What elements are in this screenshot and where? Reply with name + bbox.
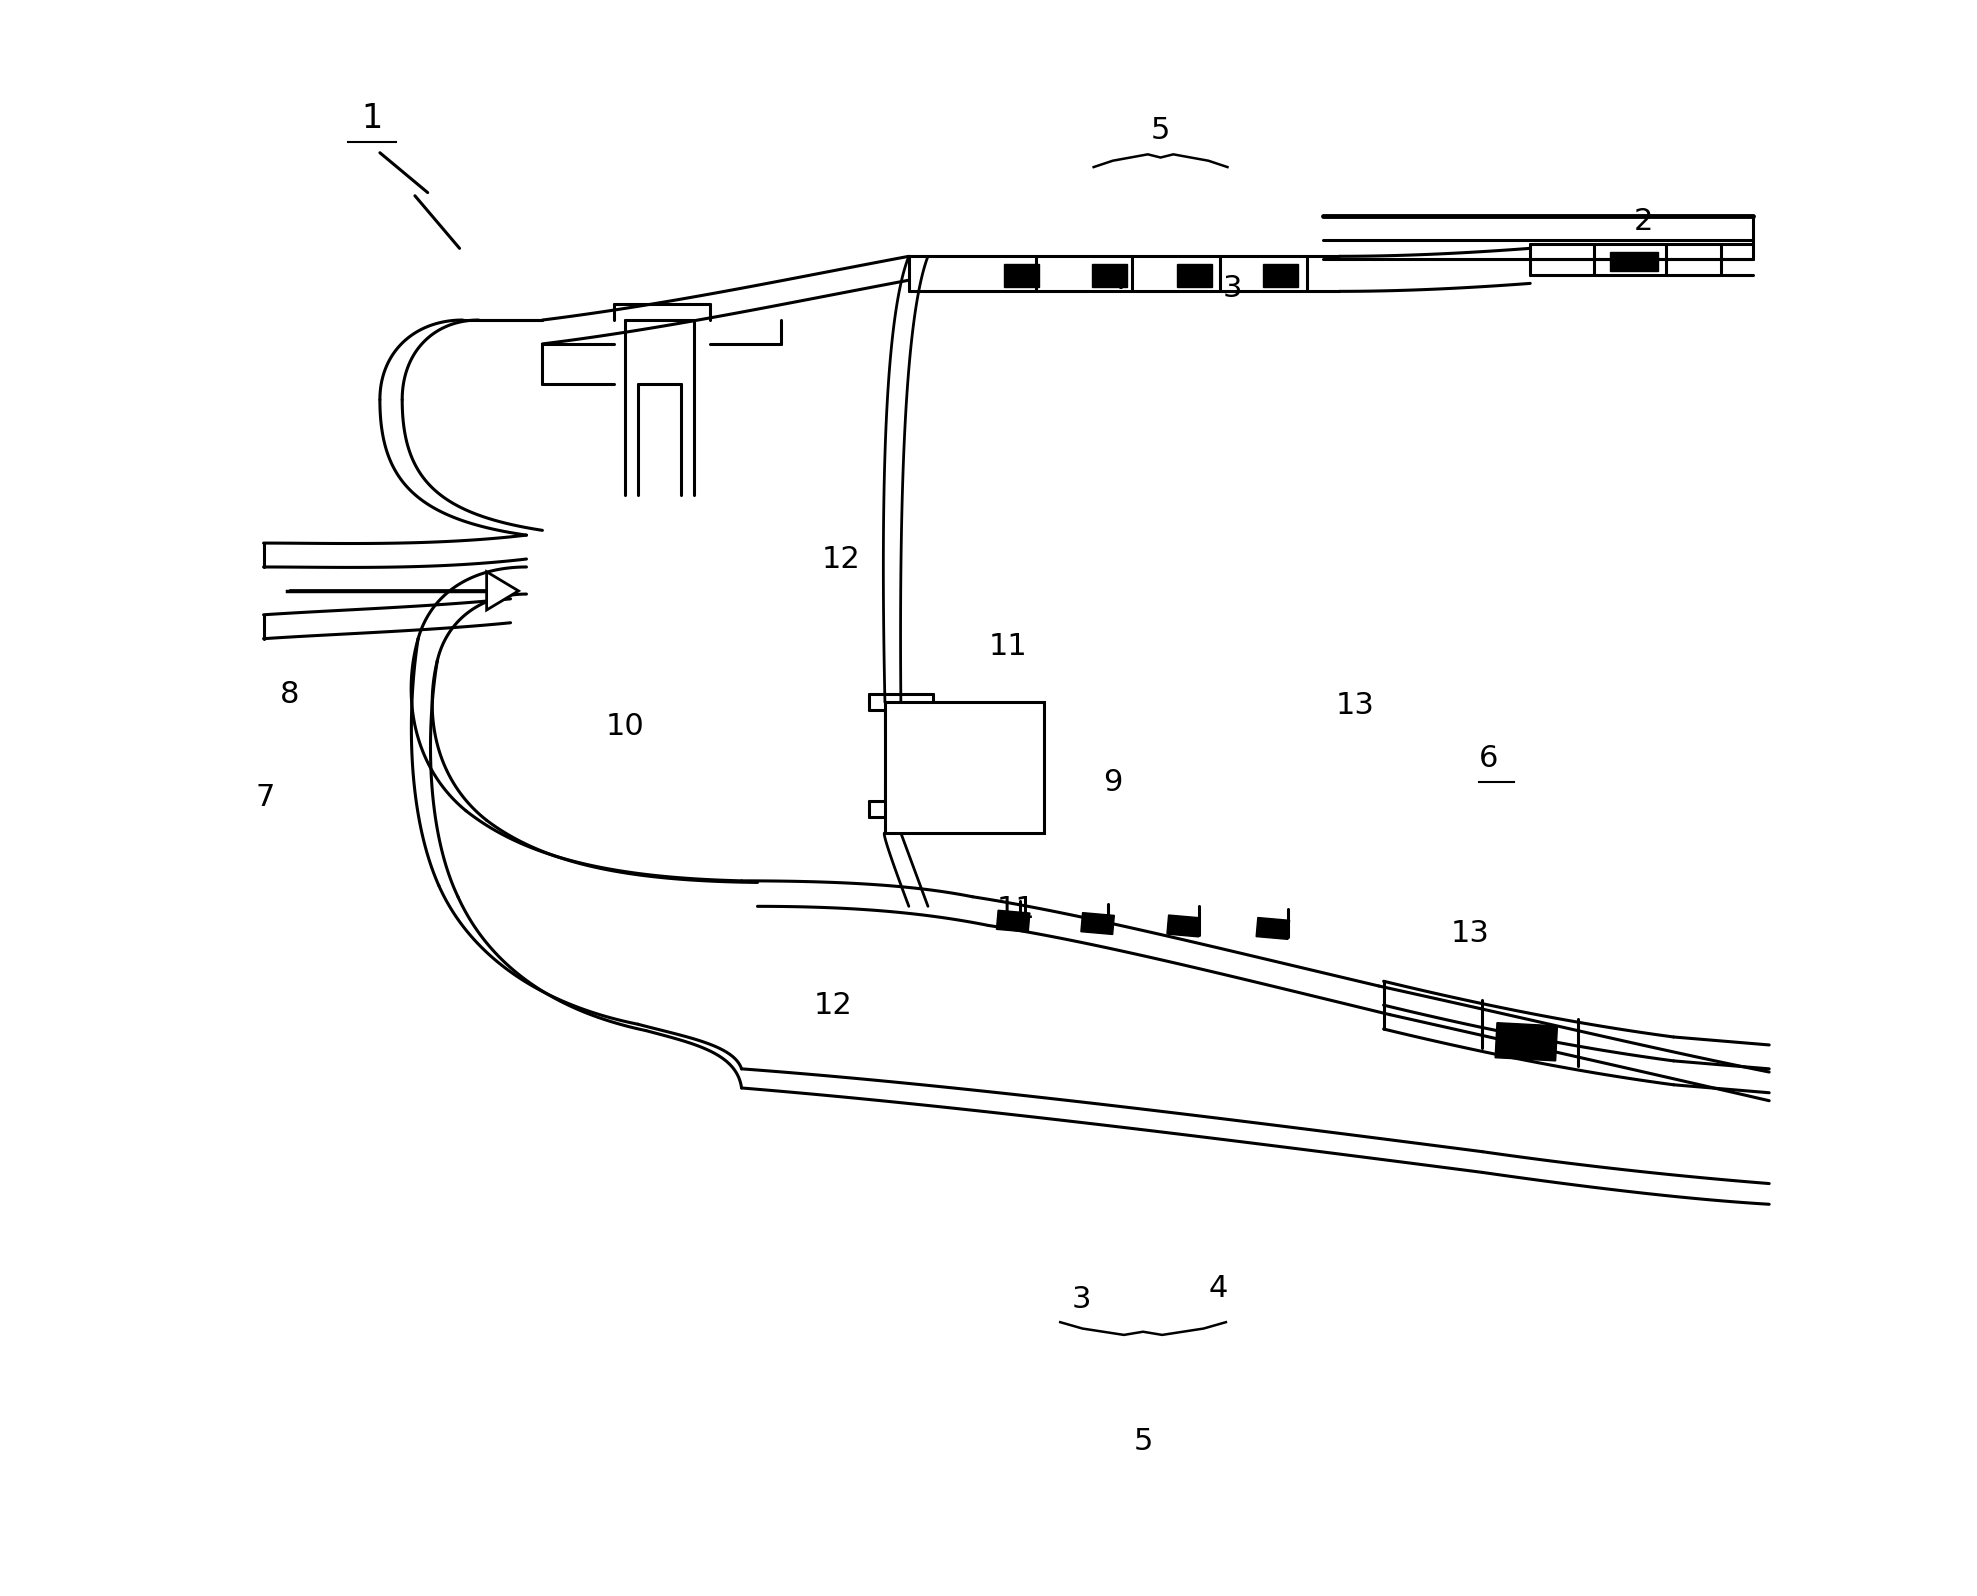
Text: 10: 10 [607, 712, 645, 741]
Polygon shape [486, 571, 518, 610]
Bar [1091, 265, 1127, 287]
Text: 12: 12 [820, 544, 860, 573]
Text: 8: 8 [279, 680, 299, 709]
Text: 11: 11 [988, 632, 1028, 661]
Text: 7: 7 [255, 784, 275, 812]
Bar [1081, 913, 1115, 934]
Text: 5: 5 [1133, 1427, 1153, 1456]
Bar [1609, 252, 1657, 271]
Bar [1176, 265, 1212, 287]
Bar [1263, 265, 1297, 287]
Text: 11: 11 [996, 895, 1036, 924]
Bar [1004, 265, 1040, 287]
Text: 3: 3 [1072, 1285, 1091, 1315]
Bar [886, 702, 1044, 833]
Bar [1495, 1023, 1558, 1061]
Text: 13: 13 [1451, 919, 1489, 948]
Text: 13: 13 [1336, 691, 1374, 720]
Text: 4: 4 [1107, 265, 1127, 295]
Text: 5: 5 [1151, 117, 1170, 145]
Text: 2: 2 [1633, 207, 1653, 236]
Text: 1: 1 [362, 102, 382, 136]
Text: 12: 12 [813, 991, 852, 1020]
Text: 4: 4 [1208, 1274, 1228, 1304]
Text: 6: 6 [1479, 744, 1499, 772]
Bar [1166, 915, 1200, 937]
Bar [1255, 918, 1289, 940]
Text: 3: 3 [1222, 273, 1242, 303]
Bar [996, 910, 1030, 932]
Text: 9: 9 [1103, 768, 1123, 796]
